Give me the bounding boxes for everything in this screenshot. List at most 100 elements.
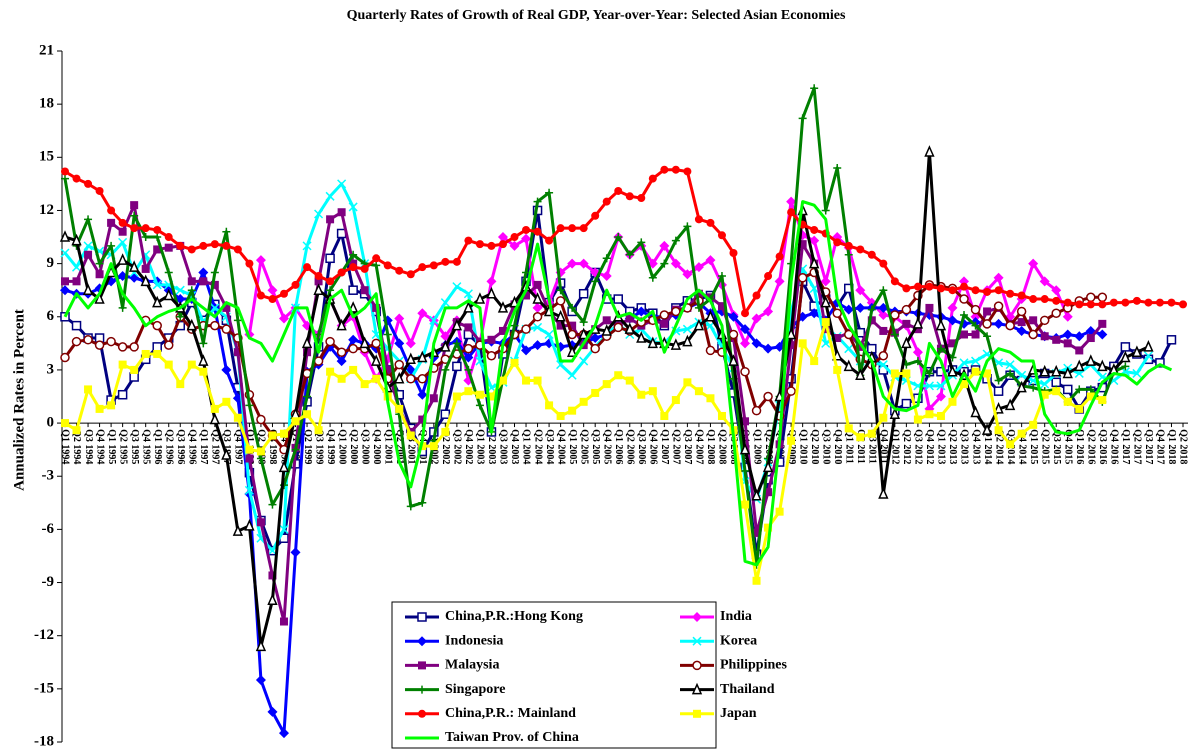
x-tick-label: Q2 1995	[117, 429, 128, 464]
marker	[72, 277, 81, 286]
x-tick-label: Q2 2003	[486, 429, 497, 464]
marker	[130, 201, 139, 210]
marker	[129, 260, 140, 272]
x-tick-label: Q4 2002	[463, 429, 474, 464]
marker	[255, 639, 267, 652]
marker	[61, 419, 69, 428]
marker	[763, 391, 773, 402]
marker	[648, 174, 657, 183]
x-tick-label: Q1 2017	[1120, 429, 1131, 464]
marker	[244, 485, 254, 495]
marker	[890, 369, 899, 378]
x-tick-label: Q4 2012	[924, 429, 935, 464]
marker	[245, 445, 254, 454]
marker	[452, 257, 461, 266]
marker	[971, 367, 980, 376]
marker	[959, 358, 969, 368]
marker	[83, 241, 93, 251]
marker	[1051, 308, 1061, 318]
x-tick-label: Q3 2006	[636, 429, 647, 464]
x-tick-label: Q1 2013	[936, 429, 947, 464]
marker	[532, 340, 543, 351]
marker	[429, 394, 438, 403]
marker	[84, 215, 93, 224]
marker	[647, 336, 658, 349]
marker	[1029, 316, 1038, 325]
marker	[394, 313, 405, 324]
marker	[486, 286, 497, 299]
marker	[1132, 296, 1141, 305]
marker	[222, 303, 231, 312]
marker	[232, 524, 244, 536]
marker	[810, 225, 819, 234]
marker	[509, 240, 520, 251]
marker	[1086, 292, 1096, 303]
marker	[855, 368, 866, 380]
x-tick-label: Q2 2014	[993, 429, 1004, 464]
marker	[752, 576, 761, 585]
marker	[890, 330, 899, 339]
marker	[1040, 295, 1049, 304]
marker	[394, 359, 404, 370]
x-tick-label: Q2 2015	[1039, 429, 1050, 464]
marker	[787, 436, 796, 445]
marker	[971, 321, 980, 330]
marker	[406, 270, 415, 279]
marker	[648, 273, 657, 282]
marker	[325, 336, 335, 347]
marker	[532, 312, 543, 322]
x-tick-label: Q4 2013	[970, 429, 981, 464]
marker	[418, 498, 427, 507]
marker	[440, 340, 451, 352]
marker	[960, 310, 969, 319]
marker	[210, 268, 219, 277]
marker	[993, 318, 1004, 329]
marker	[71, 262, 82, 272]
marker	[418, 415, 427, 424]
marker	[71, 336, 82, 347]
marker	[152, 320, 162, 331]
marker	[983, 332, 992, 341]
series-line	[63, 200, 1173, 567]
marker	[452, 339, 461, 348]
marker	[95, 259, 104, 268]
marker	[1040, 390, 1049, 399]
marker	[221, 448, 232, 460]
marker	[821, 338, 831, 348]
marker	[1016, 325, 1027, 336]
marker	[671, 306, 681, 317]
marker	[844, 344, 854, 354]
marker	[405, 352, 416, 365]
marker	[429, 261, 438, 270]
marker	[406, 431, 415, 440]
marker	[1167, 298, 1176, 307]
marker	[948, 286, 957, 295]
marker	[763, 343, 774, 354]
marker	[372, 303, 381, 312]
marker	[1086, 334, 1095, 343]
marker	[741, 500, 750, 509]
marker	[1039, 364, 1050, 377]
marker	[902, 319, 911, 328]
marker	[601, 271, 612, 282]
marker	[787, 341, 796, 350]
marker	[187, 286, 196, 295]
marker	[878, 350, 889, 361]
marker	[337, 179, 347, 189]
marker	[693, 262, 704, 273]
marker	[313, 356, 324, 366]
marker	[463, 289, 473, 299]
x-tick-label: Q2 2006	[624, 429, 635, 464]
marker	[971, 330, 980, 339]
marker	[533, 227, 542, 236]
marker	[683, 167, 692, 176]
marker	[625, 376, 634, 385]
marker	[912, 317, 924, 329]
marker	[856, 245, 865, 254]
x-tick-label: Q2 1997	[210, 429, 221, 464]
marker	[1143, 340, 1154, 352]
marker	[349, 365, 358, 374]
marker	[278, 728, 289, 739]
marker	[61, 167, 69, 176]
